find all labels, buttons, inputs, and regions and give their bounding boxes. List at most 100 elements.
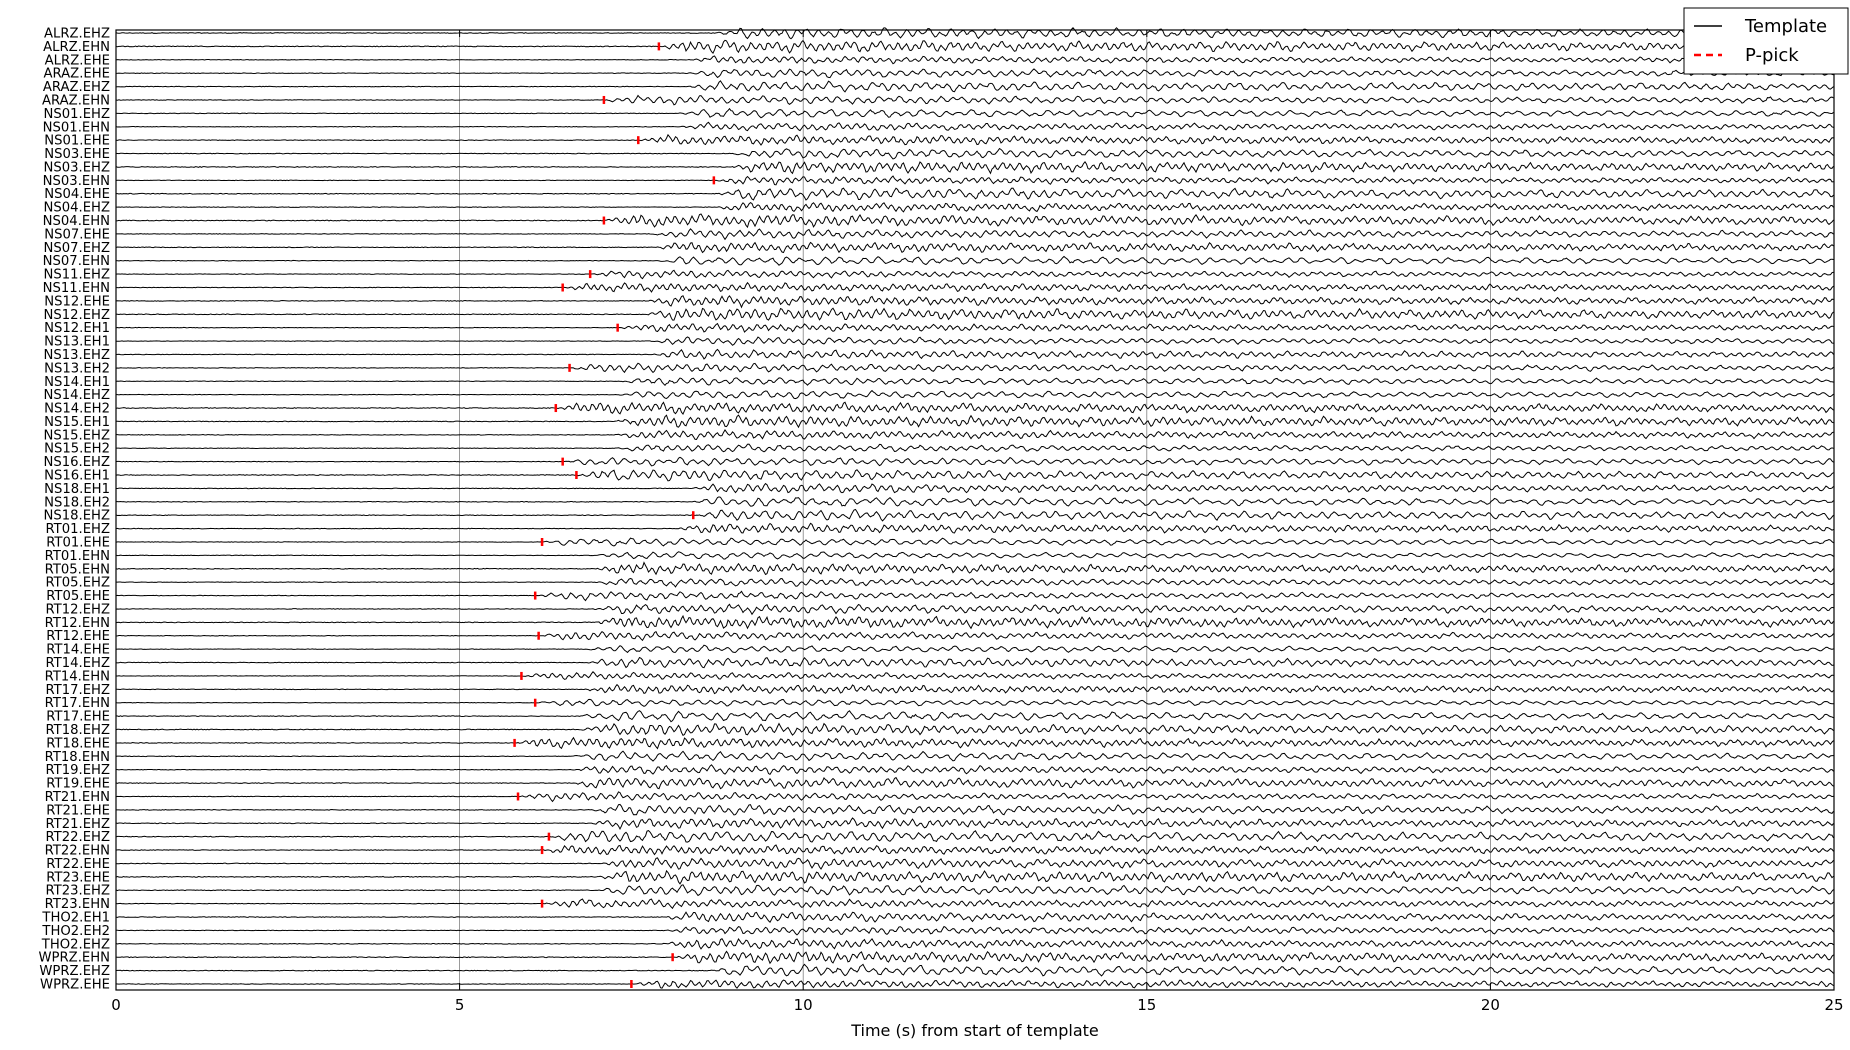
waveform-trace bbox=[115, 269, 1834, 280]
waveform-trace bbox=[115, 537, 1834, 547]
channel-label: NS11.EHZ bbox=[44, 268, 111, 283]
waveform-trace bbox=[115, 348, 1834, 360]
plot-frame bbox=[115, 29, 1835, 991]
waveform-trace bbox=[115, 750, 1834, 762]
channel-label: NS15.EH1 bbox=[44, 415, 110, 430]
channel-label: NS03.EHZ bbox=[44, 160, 111, 175]
channel-label: RT14.EHZ bbox=[45, 656, 110, 671]
channel-label: NS18.EH2 bbox=[44, 495, 110, 510]
channel-label: NS07.EHE bbox=[44, 227, 110, 242]
channel-label: ALRZ.EHN bbox=[43, 40, 110, 55]
channel-label: RT23.EHZ bbox=[45, 884, 110, 899]
channel-label: RT17.EHN bbox=[45, 696, 110, 711]
channel-label: ALRZ.EHZ bbox=[44, 27, 110, 42]
channel-label: RT01.EHZ bbox=[45, 522, 110, 537]
channel-label: RT05.EHN bbox=[45, 562, 110, 577]
waveform-trace bbox=[115, 830, 1834, 843]
channel-label: ARAZ.EHZ bbox=[43, 80, 110, 95]
waveform-trace bbox=[115, 469, 1834, 482]
waveform-trace bbox=[115, 68, 1834, 79]
waveform-trace bbox=[115, 590, 1834, 602]
grid-lines bbox=[459, 30, 1491, 990]
channel-label: NS13.EHZ bbox=[44, 348, 111, 363]
waveform-trace bbox=[115, 710, 1834, 723]
waveform-trace bbox=[116, 925, 1834, 936]
channel-label: RT22.EHZ bbox=[45, 830, 110, 845]
waveform-trace bbox=[115, 401, 1834, 415]
waveform-trace bbox=[115, 577, 1834, 588]
channel-label: RT18.EHE bbox=[46, 736, 110, 751]
waveform-trace bbox=[115, 241, 1834, 254]
waveform-trace bbox=[115, 844, 1834, 856]
channel-label: NS01.EHN bbox=[43, 120, 110, 135]
channel-label: WPRZ.EHE bbox=[40, 978, 110, 993]
x-tick-label: 20 bbox=[1481, 996, 1500, 1014]
waveform-trace bbox=[115, 27, 1834, 40]
waveform-trace bbox=[115, 979, 1834, 989]
legend: Template P-pick bbox=[1683, 7, 1849, 75]
channel-label: RT21.EHZ bbox=[45, 817, 110, 832]
waveform-trace bbox=[115, 614, 1834, 630]
waveform-trace bbox=[115, 414, 1834, 429]
waveform-trace bbox=[115, 857, 1834, 870]
waveform-trace bbox=[115, 938, 1834, 950]
waveform-trace bbox=[115, 443, 1834, 453]
waveform-trace bbox=[115, 698, 1834, 707]
channel-label: RT17.EHE bbox=[46, 710, 110, 725]
channel-label: WPRZ.EHN bbox=[39, 951, 111, 966]
waveform-trace bbox=[115, 107, 1834, 119]
channel-label: NS18.EH1 bbox=[44, 482, 110, 497]
channel-label: NS14.EH2 bbox=[44, 402, 110, 417]
channel-label: ALRZ.EHE bbox=[45, 53, 110, 68]
waveform-traces bbox=[115, 27, 1834, 989]
waveform-trace bbox=[115, 121, 1834, 132]
channel-label: NS07.EHN bbox=[43, 254, 110, 269]
channel-label: NS03.EHN bbox=[43, 174, 110, 189]
channel-label: RT21.EHE bbox=[46, 803, 110, 818]
waveform-trace bbox=[115, 898, 1834, 910]
channel-label: NS14.EH1 bbox=[44, 375, 110, 390]
waveform-trace bbox=[115, 911, 1834, 924]
waveform-trace bbox=[115, 950, 1834, 965]
waveform-trace bbox=[115, 429, 1834, 440]
channel-label: NS15.EHZ bbox=[44, 428, 111, 443]
channel-label: NS11.EHN bbox=[43, 281, 110, 296]
waveform-trace bbox=[115, 496, 1834, 507]
channel-label: ARAZ.EHN bbox=[42, 93, 110, 108]
channel-label: WPRZ.EHZ bbox=[39, 964, 110, 979]
channel-label: RT05.EHZ bbox=[45, 576, 110, 591]
waveform-trace bbox=[115, 377, 1834, 387]
waveform-trace bbox=[115, 175, 1834, 186]
waveform-trace bbox=[115, 307, 1834, 321]
channel-label: NS01.EHZ bbox=[44, 107, 111, 122]
waveform-trace bbox=[115, 39, 1834, 54]
channel-label: NS18.EHZ bbox=[44, 509, 111, 524]
waveform-trace bbox=[115, 671, 1834, 680]
waveform-trace bbox=[115, 551, 1834, 560]
channel-labels: ALRZ.EHZALRZ.EHNALRZ.EHEARAZ.EHEARAZ.EHZ… bbox=[39, 27, 111, 993]
waveform-trace bbox=[115, 522, 1834, 534]
waveform-trace bbox=[115, 736, 1834, 750]
waveform-trace bbox=[115, 160, 1834, 175]
channel-label: NS13.EH2 bbox=[44, 361, 110, 376]
channel-label: RT01.EHE bbox=[46, 535, 110, 550]
waveform-trace bbox=[115, 722, 1834, 736]
waveform-trace bbox=[115, 55, 1834, 65]
waveform-trace bbox=[115, 336, 1834, 346]
channel-label: NS12.EHZ bbox=[44, 308, 111, 323]
channel-label: RT14.EHE bbox=[46, 643, 110, 658]
waveform-trace bbox=[115, 281, 1834, 293]
waveform-trace bbox=[115, 683, 1834, 695]
channel-label: RT12.EHE bbox=[46, 629, 110, 644]
waveform-trace bbox=[115, 228, 1834, 241]
waveform-trace bbox=[115, 776, 1834, 790]
channel-label: NS16.EHZ bbox=[44, 455, 111, 470]
waveform-trace bbox=[115, 201, 1834, 213]
waveform-trace bbox=[115, 603, 1834, 616]
channel-label: RT12.EHN bbox=[45, 616, 110, 631]
channel-label: NS13.EH1 bbox=[44, 335, 110, 350]
waveform-trace bbox=[115, 389, 1834, 400]
channel-label: NS16.EH1 bbox=[44, 469, 110, 484]
legend-p-pick-label: P-pick bbox=[1745, 45, 1799, 66]
